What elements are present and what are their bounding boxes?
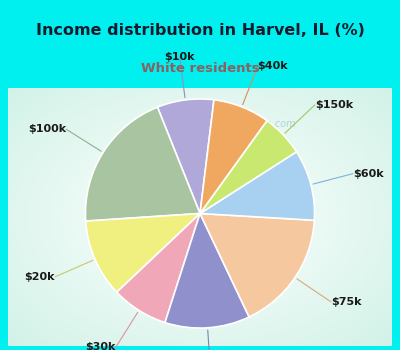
Wedge shape xyxy=(200,121,296,214)
Text: City-Data.com: City-Data.com xyxy=(226,119,296,128)
Text: $100k: $100k xyxy=(28,124,66,134)
Wedge shape xyxy=(165,214,249,328)
Text: $40k: $40k xyxy=(258,61,288,71)
Wedge shape xyxy=(86,214,200,292)
Wedge shape xyxy=(200,152,314,220)
Wedge shape xyxy=(158,99,214,214)
Wedge shape xyxy=(117,214,200,323)
Text: $75k: $75k xyxy=(331,297,362,307)
Text: $20k: $20k xyxy=(25,272,55,282)
Text: $150k: $150k xyxy=(315,100,353,110)
Text: White residents: White residents xyxy=(141,62,259,75)
Text: $10k: $10k xyxy=(164,52,195,62)
Text: $30k: $30k xyxy=(85,342,116,350)
Text: $60k: $60k xyxy=(353,169,384,178)
Wedge shape xyxy=(86,107,200,221)
Text: Income distribution in Harvel, IL (%): Income distribution in Harvel, IL (%) xyxy=(36,23,364,38)
Wedge shape xyxy=(200,100,267,214)
Wedge shape xyxy=(200,214,314,317)
